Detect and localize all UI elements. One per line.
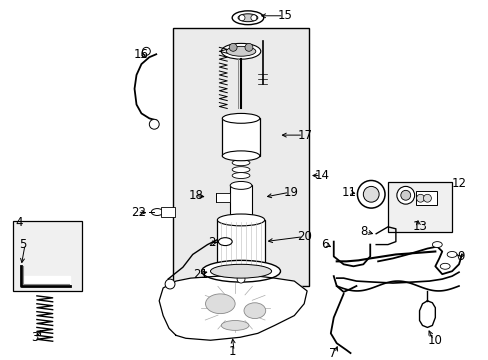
Text: 17: 17	[297, 129, 312, 141]
Text: 5: 5	[19, 238, 26, 251]
Text: 7: 7	[328, 347, 336, 360]
Ellipse shape	[217, 214, 264, 226]
Ellipse shape	[226, 46, 255, 56]
Bar	[217, 220, 264, 271]
Ellipse shape	[230, 181, 251, 189]
Circle shape	[239, 15, 244, 21]
Bar	[216, 193, 230, 202]
Circle shape	[363, 186, 378, 202]
Bar	[173, 28, 308, 286]
Text: 1: 1	[228, 345, 235, 357]
Text: 6: 6	[320, 238, 328, 251]
Text: 22: 22	[131, 206, 146, 219]
Text: 20: 20	[297, 230, 311, 243]
Ellipse shape	[232, 11, 263, 24]
Ellipse shape	[431, 242, 441, 248]
Ellipse shape	[222, 113, 259, 123]
Ellipse shape	[201, 260, 280, 282]
Text: 19: 19	[283, 186, 298, 199]
Ellipse shape	[221, 44, 260, 59]
Text: 11: 11	[341, 186, 356, 199]
Ellipse shape	[446, 252, 456, 257]
Circle shape	[416, 194, 424, 202]
Circle shape	[229, 44, 237, 51]
Bar	[387, 183, 451, 232]
Bar	[415, 191, 436, 205]
Text: 16: 16	[133, 48, 148, 61]
Ellipse shape	[222, 151, 259, 161]
Ellipse shape	[205, 294, 235, 314]
Ellipse shape	[232, 160, 249, 166]
Circle shape	[149, 119, 159, 129]
Ellipse shape	[244, 303, 265, 319]
Circle shape	[357, 180, 384, 208]
Circle shape	[237, 275, 244, 283]
Ellipse shape	[439, 263, 449, 269]
Text: 8: 8	[360, 225, 367, 238]
Ellipse shape	[238, 14, 257, 22]
Text: 15: 15	[277, 9, 292, 22]
Text: 13: 13	[412, 220, 427, 233]
Ellipse shape	[221, 320, 248, 330]
Ellipse shape	[217, 265, 264, 277]
Ellipse shape	[232, 172, 249, 179]
Circle shape	[142, 47, 150, 55]
Circle shape	[244, 44, 252, 51]
Text: 4: 4	[15, 216, 22, 229]
Circle shape	[423, 194, 430, 202]
Text: 12: 12	[451, 177, 466, 190]
Ellipse shape	[218, 238, 232, 246]
Polygon shape	[159, 276, 306, 340]
Text: 2: 2	[208, 236, 216, 249]
Ellipse shape	[232, 167, 249, 172]
Bar	[222, 118, 259, 156]
Bar	[161, 207, 175, 217]
Circle shape	[400, 190, 410, 200]
Ellipse shape	[210, 264, 271, 278]
Text: 9: 9	[456, 250, 464, 263]
Text: 10: 10	[427, 334, 442, 347]
Circle shape	[396, 186, 414, 204]
Text: 21: 21	[192, 268, 207, 281]
Circle shape	[165, 279, 175, 289]
Bar	[13, 221, 82, 291]
Circle shape	[250, 15, 256, 21]
Bar	[230, 185, 251, 220]
Text: 18: 18	[188, 189, 203, 202]
Text: 3: 3	[31, 331, 38, 344]
Ellipse shape	[151, 208, 163, 216]
Text: 14: 14	[314, 169, 329, 182]
Polygon shape	[21, 276, 70, 286]
